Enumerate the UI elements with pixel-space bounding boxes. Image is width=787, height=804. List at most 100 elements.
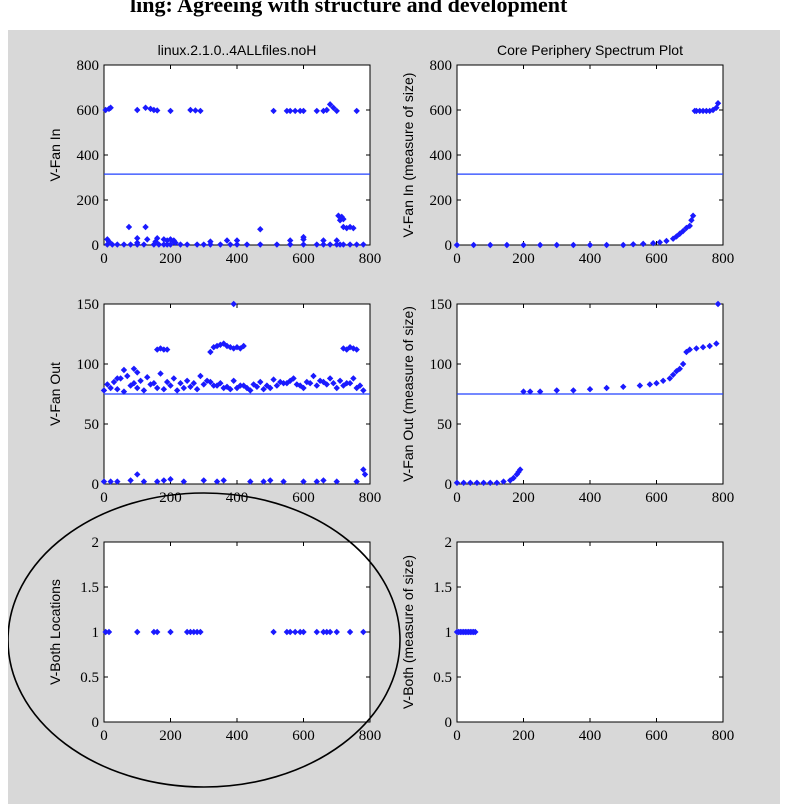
y-axis-label: V-Fan Out (measure of size) — [400, 306, 416, 482]
data-point — [114, 241, 121, 248]
data-point — [673, 233, 680, 240]
data-point — [287, 237, 294, 244]
x-tick-label: 400 — [226, 251, 249, 267]
data-point — [487, 241, 494, 249]
y-axis-label: V-Fan In (measure of size) — [400, 73, 416, 238]
data-point — [570, 241, 577, 249]
data-point — [340, 241, 347, 248]
data-point — [134, 628, 141, 636]
data-point — [127, 382, 134, 389]
data-point — [150, 628, 158, 636]
data-point — [105, 238, 113, 245]
data-point — [110, 378, 118, 386]
data-point — [240, 342, 247, 350]
data-point — [170, 375, 178, 382]
data-point — [163, 346, 171, 353]
data-point — [696, 107, 703, 115]
data-point — [220, 477, 227, 484]
data-point — [333, 107, 340, 115]
y-tick-label: 200 — [77, 193, 100, 209]
data-point — [313, 628, 320, 636]
data-point — [320, 477, 327, 484]
data-point — [520, 388, 527, 395]
x-tick-label: 600 — [292, 490, 315, 506]
data-point — [320, 237, 327, 244]
data-point — [714, 300, 722, 308]
x-tick-label: 400 — [579, 728, 602, 744]
data-point — [646, 381, 654, 388]
data-point — [230, 300, 237, 308]
data-point — [260, 478, 267, 485]
plots-canvas: 0 200 400 600 8000200400600800linux.2.1.0..4… — [8, 42, 734, 788]
data-point — [287, 628, 294, 636]
y-tick-label: 0 — [445, 715, 453, 731]
data-point — [177, 380, 184, 387]
data-point — [333, 384, 340, 392]
data-point — [167, 236, 174, 243]
data-point — [688, 217, 695, 224]
y-tick-label: 800 — [430, 58, 453, 74]
data-point — [346, 223, 354, 231]
data-point — [630, 241, 637, 248]
data-point — [300, 241, 307, 248]
data-point — [520, 241, 527, 249]
plot-6: 0 200 400 600 800 0 0.5 1 1.5 2 V-Both (measure of… — [400, 535, 734, 744]
data-point — [336, 377, 344, 384]
data-point — [243, 241, 251, 248]
data-point — [230, 377, 237, 384]
data-point — [296, 382, 304, 389]
data-point — [193, 628, 201, 636]
data-point — [679, 227, 687, 235]
data-point — [346, 241, 354, 248]
data-point — [187, 383, 194, 390]
data-point — [713, 340, 720, 347]
data-point — [586, 241, 594, 249]
data-point — [237, 382, 244, 389]
data-point — [107, 384, 114, 392]
data-point — [683, 224, 690, 232]
x-tick-label: 0 — [453, 251, 461, 267]
data-point — [273, 382, 281, 389]
x-tick-label: 400 — [579, 251, 602, 267]
data-point — [257, 241, 264, 248]
data-point — [263, 382, 271, 389]
data-point — [659, 377, 667, 384]
data-point — [283, 628, 291, 636]
data-point — [260, 386, 267, 393]
data-point — [287, 241, 294, 248]
figure-window: 0 200 400 600 800 0 200 400 600 800 linux.2.1.0..4… — [8, 30, 780, 804]
data-point — [536, 241, 544, 249]
x-tick-label: 200 — [512, 728, 535, 744]
data-point — [333, 237, 340, 244]
data-point — [167, 628, 174, 636]
data-point — [140, 241, 148, 248]
data-point — [144, 236, 151, 243]
data-point — [713, 104, 720, 111]
data-point — [140, 478, 148, 485]
data-point — [287, 107, 294, 115]
data-point — [693, 107, 700, 115]
data-point — [154, 107, 161, 114]
data-point — [280, 478, 287, 485]
data-point — [673, 368, 680, 375]
x-tick-label: 600 — [292, 728, 315, 744]
data-point — [330, 104, 337, 111]
plot-3: 0 200 400 600 800 0 50 100 150 V-Fan Out — [47, 297, 381, 506]
data-point — [326, 241, 334, 248]
data-point — [480, 479, 487, 486]
data-point — [120, 241, 128, 248]
data-point — [620, 241, 627, 249]
y-axis-label: V-Fan Out — [47, 362, 63, 426]
data-point — [217, 241, 224, 248]
data-point — [120, 388, 128, 395]
data-point — [154, 384, 161, 392]
data-point — [270, 107, 277, 115]
data-point — [296, 628, 304, 636]
x-tick-label: 400 — [226, 490, 249, 506]
y-tick-label: 600 — [430, 103, 453, 119]
y-tick-label: 0 — [445, 238, 453, 254]
y-tick-label: 1.5 — [433, 580, 452, 596]
data-point — [640, 240, 647, 248]
data-point — [333, 478, 340, 485]
data-point — [177, 241, 184, 248]
